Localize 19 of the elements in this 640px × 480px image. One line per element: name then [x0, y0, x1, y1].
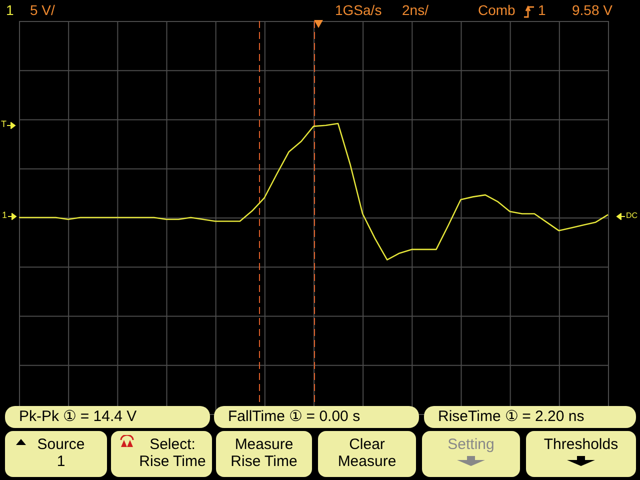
- text: T: [1, 119, 6, 129]
- text: Measure Rise Time: [216, 431, 312, 477]
- text: 1GSa/s: [335, 2, 382, 18]
- source-note: Source 1: [5, 431, 107, 477]
- text: 1: [2, 210, 8, 220]
- text: RiseTime ① = 2.20 ns: [424, 406, 636, 428]
- text: FallTime ① = 0.00 s: [214, 406, 419, 428]
- text: Clear Measure: [318, 431, 416, 477]
- text: 9.58 V: [572, 2, 612, 18]
- text: 1: [6, 2, 14, 18]
- text: Setting: [422, 431, 520, 477]
- text: Comb: [478, 2, 516, 18]
- text: Pk-Pk ① = 14.4 V: [5, 406, 210, 428]
- text: 1: [538, 2, 546, 18]
- text: 2ns/: [402, 2, 428, 18]
- text: DC: [626, 211, 638, 220]
- text: Thresholds: [526, 431, 636, 477]
- text: 5 V/: [30, 2, 55, 18]
- text: Select: Rise Time: [111, 431, 212, 477]
